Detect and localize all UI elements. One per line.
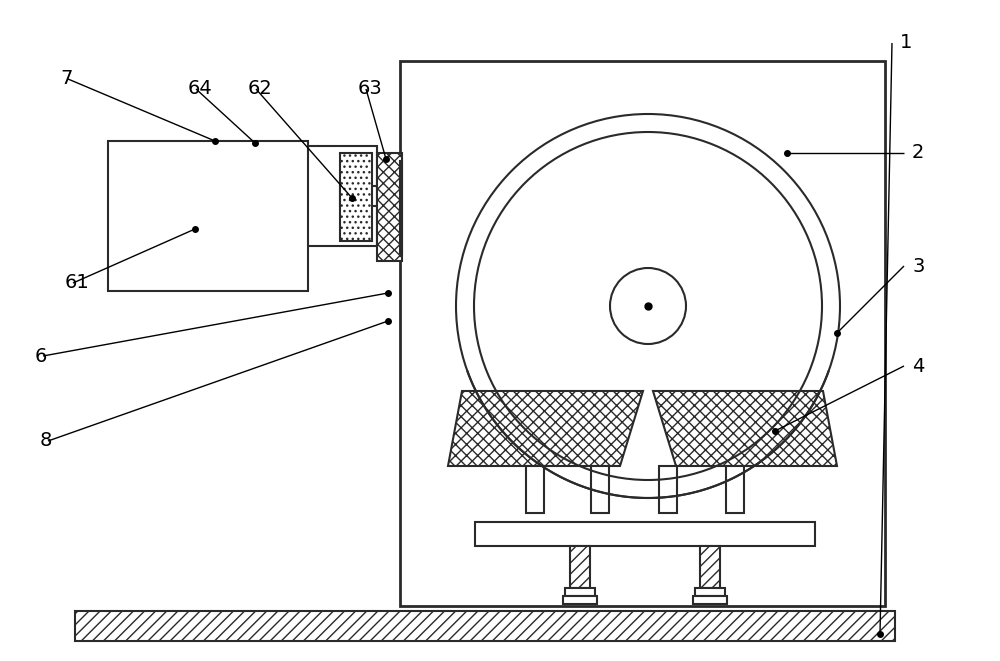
Bar xyxy=(726,466,744,513)
Text: 3: 3 xyxy=(912,256,924,276)
Text: 2: 2 xyxy=(912,143,924,163)
Bar xyxy=(570,546,590,588)
Bar xyxy=(377,153,402,261)
Bar xyxy=(340,153,372,241)
Polygon shape xyxy=(653,391,837,466)
Text: 4: 4 xyxy=(912,356,924,375)
Bar xyxy=(400,61,885,606)
Bar xyxy=(340,186,377,206)
Bar xyxy=(475,522,815,546)
Bar xyxy=(693,596,727,604)
Text: 63: 63 xyxy=(358,79,383,98)
Bar xyxy=(591,466,609,513)
Bar xyxy=(659,466,677,513)
Text: 6: 6 xyxy=(35,346,47,366)
Bar xyxy=(75,611,895,641)
Bar xyxy=(152,146,377,246)
Text: 61: 61 xyxy=(65,274,90,293)
Bar xyxy=(108,141,308,291)
Bar xyxy=(695,588,725,596)
Text: 1: 1 xyxy=(900,34,912,52)
Bar xyxy=(565,588,595,596)
Text: 8: 8 xyxy=(40,432,52,451)
Bar xyxy=(400,161,402,253)
Bar xyxy=(526,466,544,513)
Bar xyxy=(700,546,720,588)
Polygon shape xyxy=(448,391,643,466)
Bar xyxy=(563,596,597,604)
Text: 7: 7 xyxy=(60,69,72,89)
Text: 64: 64 xyxy=(188,79,213,98)
Text: 62: 62 xyxy=(248,79,273,98)
